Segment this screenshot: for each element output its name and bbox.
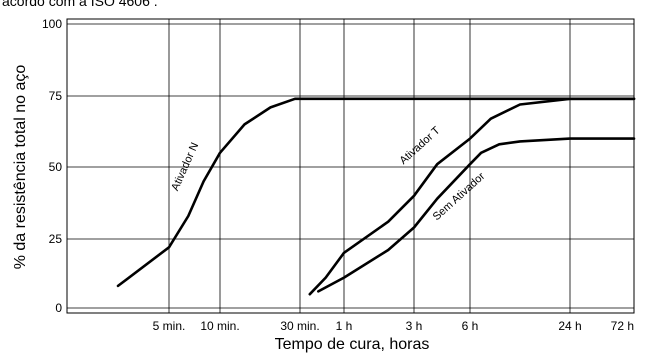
series-label-ativador-t: Ativador T bbox=[397, 124, 442, 167]
y-tick-label-50: 50 bbox=[49, 160, 63, 174]
plot-area-frame bbox=[66, 18, 635, 314]
x-axis-title: Tempo de cura, horas bbox=[275, 336, 430, 353]
x-tick-labels: 5 min. 10 min. 30 min. 1 h 3 h 6 h 24 h 72 h bbox=[153, 319, 634, 333]
x-tick-label-1-h: 1 h bbox=[336, 319, 353, 333]
x-tick-label-5-min: 5 min. bbox=[153, 319, 186, 333]
x-tick-label-30-min: 30 min. bbox=[280, 319, 319, 333]
x-tick-label-6-h: 6 h bbox=[462, 319, 479, 333]
x-tick-label-24-h: 24 h bbox=[558, 319, 581, 333]
series-lines bbox=[116, 97, 636, 296]
x-tick-label-72-h: 72 h bbox=[611, 319, 634, 333]
caption-text: acordo com a ISO 4606 . bbox=[2, 0, 158, 9]
y-axis-title: % da resistência total no aço bbox=[12, 65, 29, 270]
x-tick-label-3-h: 3 h bbox=[406, 319, 423, 333]
y-tick-label-0: 0 bbox=[55, 301, 62, 315]
y-tick-label-25: 25 bbox=[49, 232, 63, 246]
series-line-sem-ativador bbox=[316, 137, 636, 293]
x-tick-label-10-min: 10 min. bbox=[200, 319, 239, 333]
series-line-ativador-t bbox=[308, 97, 636, 296]
grid-lines bbox=[67, 19, 634, 313]
y-tick-labels: 0 25 50 75 100 bbox=[42, 17, 62, 315]
y-tick-label-75: 75 bbox=[49, 89, 63, 103]
series-line-ativador-n bbox=[116, 97, 636, 288]
y-tick-label-100: 100 bbox=[42, 17, 62, 31]
